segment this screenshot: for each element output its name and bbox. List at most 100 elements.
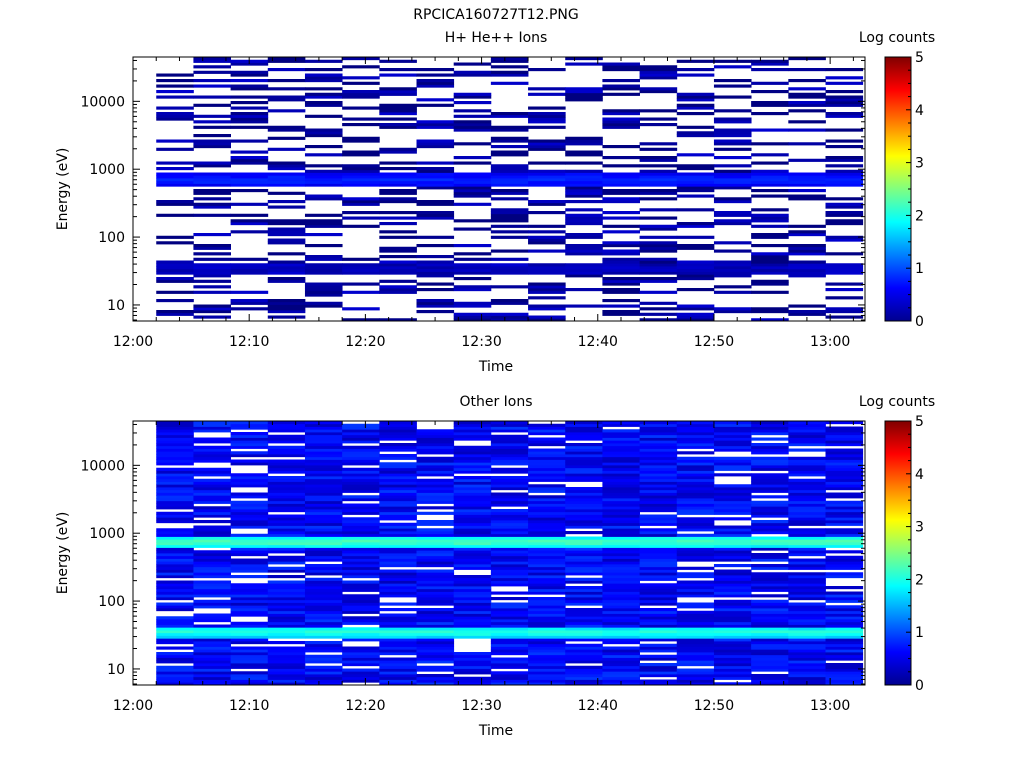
heatmap-cell	[267, 125, 306, 129]
heatmap-cell	[342, 224, 380, 228]
heatmap-cell	[379, 613, 417, 617]
heatmap-cell	[825, 76, 864, 80]
heatmap-cell	[267, 566, 306, 570]
heatmap-cell	[639, 616, 678, 620]
heatmap-cell	[565, 249, 603, 253]
heatmap-cell	[825, 103, 864, 107]
heatmap-cell	[639, 180, 678, 184]
heatmap-cell	[193, 671, 231, 675]
x-tick-label: 12:20	[345, 698, 385, 714]
heatmap-cell	[304, 586, 343, 590]
heatmap-cell	[453, 498, 492, 502]
heatmap-cell	[639, 432, 678, 436]
heatmap-cell	[379, 668, 417, 672]
heatmap-cell	[639, 189, 678, 193]
heatmap-cell	[490, 520, 529, 524]
heatmap-cell	[751, 90, 789, 94]
heatmap-cell	[639, 649, 678, 653]
heatmap-cell	[342, 506, 380, 510]
heatmap-cell	[342, 197, 380, 201]
heatmap-cell	[602, 566, 640, 570]
heatmap-cell	[565, 657, 603, 661]
heatmap-cell	[416, 180, 455, 184]
heatmap-cell	[342, 522, 380, 526]
heatmap-cell	[639, 619, 678, 623]
heatmap-cell	[453, 668, 492, 672]
heatmap-cell	[639, 621, 678, 625]
heatmap-cell	[342, 594, 380, 598]
heatmap-cell	[788, 246, 826, 250]
heatmap-cell	[379, 454, 417, 458]
heatmap-cell	[230, 70, 269, 74]
heatmap-cell	[342, 65, 380, 69]
heatmap-cell	[751, 580, 789, 584]
heatmap-cell	[267, 555, 306, 559]
heatmap-cell	[267, 586, 306, 590]
heatmap-cell	[490, 299, 529, 303]
heatmap-cell	[156, 550, 194, 554]
heatmap-cell	[230, 161, 269, 165]
heatmap-cell	[713, 271, 752, 275]
heatmap-cell	[528, 616, 566, 620]
heatmap-cell	[713, 572, 752, 576]
heatmap-cell	[230, 219, 269, 223]
heatmap-cell	[528, 561, 566, 565]
heatmap-cell	[825, 481, 864, 485]
heatmap-cell	[676, 575, 715, 579]
heatmap-cell	[788, 674, 826, 678]
x-tick-label: 12:20	[345, 334, 385, 350]
heatmap-cell	[416, 498, 455, 502]
heatmap-cell	[379, 246, 417, 250]
heatmap-cell	[713, 663, 752, 667]
heatmap-cell	[156, 423, 194, 427]
heatmap-cell	[156, 114, 194, 118]
heatmap-cell	[490, 608, 529, 612]
heatmap-cell	[639, 679, 678, 683]
plot-frame	[132, 56, 866, 322]
heatmap-cell	[156, 665, 194, 669]
heatmap-cell	[751, 558, 789, 562]
heatmap-cell	[267, 260, 306, 264]
heatmap-cell	[379, 183, 417, 187]
heatmap-cell	[230, 150, 269, 154]
heatmap-cell	[788, 432, 826, 436]
heatmap-cell	[565, 514, 603, 518]
heatmap-cell	[342, 654, 380, 658]
heatmap-cell	[788, 120, 826, 124]
heatmap-cell	[379, 426, 417, 430]
heatmap-cell	[379, 627, 417, 631]
heatmap-cell	[490, 663, 529, 667]
heatmap-cell	[528, 451, 566, 455]
heatmap-cell	[565, 421, 603, 425]
heatmap-cell	[676, 495, 715, 499]
heatmap-cell	[528, 180, 566, 184]
heatmap-cell	[788, 663, 826, 667]
heatmap-cell	[713, 465, 752, 469]
heatmap-cell	[528, 646, 566, 650]
heatmap-cell	[565, 569, 603, 573]
heatmap-cell	[193, 426, 231, 430]
heatmap-cell	[379, 577, 417, 581]
heatmap-cell	[379, 649, 417, 653]
heatmap-cell	[379, 539, 417, 543]
heatmap-cell	[342, 432, 380, 436]
heatmap-cell	[713, 128, 752, 132]
heatmap-cell	[416, 445, 455, 449]
heatmap-cell	[639, 470, 678, 474]
heatmap-cell	[676, 621, 715, 625]
heatmap-cell	[713, 594, 752, 598]
heatmap-cell	[713, 197, 752, 201]
heatmap-cell	[602, 145, 640, 149]
heatmap-cell	[416, 178, 455, 182]
heatmap-cell	[490, 167, 529, 171]
heatmap-cell	[528, 599, 566, 603]
heatmap-cell	[342, 509, 380, 513]
heatmap-cell	[490, 605, 529, 609]
heatmap-cell	[639, 440, 678, 444]
heatmap-cell	[676, 103, 715, 107]
heatmap-cell	[342, 638, 380, 642]
heatmap-cell	[713, 652, 752, 656]
heatmap-cell	[602, 172, 640, 176]
heatmap-cell	[713, 274, 752, 278]
